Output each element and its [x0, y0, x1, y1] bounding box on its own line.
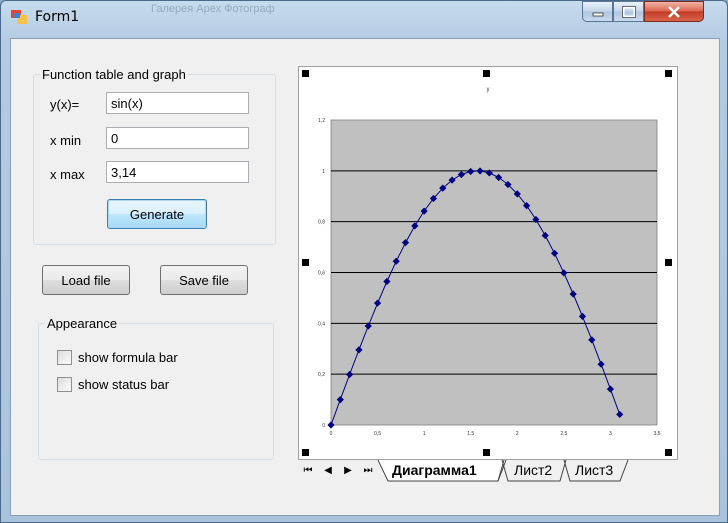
x-tick-label: 1: [423, 431, 426, 437]
generate-button[interactable]: Generate: [107, 199, 207, 229]
data-point: [560, 269, 568, 277]
y-tick-label: 1,2: [318, 118, 325, 124]
formula-bar-option[interactable]: show formula bar: [57, 350, 178, 365]
y-tick-label: 0,4: [318, 321, 325, 327]
x-tick-label: 2: [516, 431, 519, 437]
xmin-input[interactable]: [106, 127, 249, 149]
load-file-button[interactable]: Load file: [42, 265, 130, 295]
excel-chart-host[interactable]: y 0 0,2 0,4 0,6 0,8 1 1,2 0 0,5 1 1,5 2 2,5 3 3,5: [298, 66, 678, 480]
appearance-group: Appearance show formula bar show status …: [38, 316, 274, 460]
y-label: y(x)=: [50, 97, 80, 112]
x-tick-label: 3: [609, 431, 612, 437]
chart[interactable]: y 0 0,2 0,4 0,6 0,8 1 1,2 0 0,5 1 1,5 2 2,5 3 3,5: [299, 67, 677, 459]
app-icon: [11, 10, 27, 24]
resize-handle-middle-right[interactable]: [665, 259, 672, 266]
status-bar-label: show status bar: [78, 377, 170, 392]
x-tick-label: 0,5: [374, 431, 381, 437]
window-title: Form1: [35, 9, 80, 25]
data-point: [513, 190, 521, 198]
title-bar[interactable]: Form1 Галерея Арех Фотограф: [1, 1, 727, 31]
data-point: [616, 410, 624, 419]
status-bar-checkbox[interactable]: [57, 377, 72, 392]
data-point: [364, 322, 372, 330]
x-tick-label: 2,5: [560, 431, 567, 437]
data-point: [429, 194, 438, 203]
resize-handle-bottom-left[interactable]: [302, 449, 309, 456]
data-point: [476, 167, 484, 175]
data-point: [588, 336, 596, 344]
minimize-button[interactable]: [582, 1, 613, 22]
xmin-label: x min: [50, 133, 82, 148]
function-table-group: Function table and graph y(x)= x min x m…: [33, 67, 276, 245]
data-point: [597, 360, 605, 368]
x-tick-label: 0: [330, 431, 333, 437]
x-tick-label: 3,5: [654, 431, 661, 437]
data-point: [606, 385, 615, 393]
formula-bar-label: show formula bar: [78, 350, 178, 365]
resize-handle-bottom-right[interactable]: [665, 449, 672, 456]
resize-handle-top-right[interactable]: [665, 70, 672, 77]
series-line: [330, 170, 621, 426]
data-point: [327, 421, 335, 429]
maximize-icon: [621, 5, 636, 18]
data-point: [439, 184, 447, 192]
resize-handle-top-left[interactable]: [302, 70, 309, 77]
next-sheet-button[interactable]: ▶: [344, 464, 352, 476]
resize-handle-middle-left[interactable]: [302, 259, 309, 266]
sheet-tab-sheet3[interactable]: Лист3: [575, 462, 614, 478]
function-input[interactable]: [106, 92, 249, 114]
data-point: [467, 167, 475, 176]
data-point: [346, 370, 354, 379]
status-bar-option[interactable]: show status bar: [57, 377, 169, 392]
last-sheet-button[interactable]: ⏭: [363, 464, 373, 476]
y-tick-label: 0: [322, 423, 325, 429]
first-sheet-button[interactable]: ⏮: [303, 464, 313, 476]
resize-handle-top-center[interactable]: [483, 70, 490, 77]
x-tick-label: 1,5: [467, 431, 474, 437]
sheet-tab-shapes: [377, 460, 629, 482]
y-tick-label: 0,8: [318, 220, 325, 226]
data-point: [541, 231, 549, 240]
close-button[interactable]: [644, 1, 704, 22]
xmax-input[interactable]: [106, 161, 249, 183]
function-group-legend: Function table and graph: [40, 67, 188, 82]
save-file-button[interactable]: Save file: [160, 265, 248, 295]
minimize-icon: [592, 12, 603, 16]
appearance-group-legend: Appearance: [45, 316, 120, 331]
maximize-button[interactable]: [613, 1, 644, 22]
prev-sheet-button[interactable]: ◀: [324, 464, 332, 476]
xmax-label: x max: [50, 167, 85, 182]
y-tick-label: 0,2: [318, 372, 325, 378]
formula-bar-checkbox[interactable]: [57, 350, 72, 365]
sheet-tab-diagram1[interactable]: Диаграмма1: [392, 462, 477, 478]
chart-title: y: [487, 87, 490, 93]
sheet-tab-bar: ⏮ ◀ ▶ ⏭ Диаграмма1 Лист2 Лист3: [298, 459, 678, 482]
data-point: [504, 180, 512, 189]
y-tick-label: 0,6: [318, 271, 325, 277]
background-window-title: Галерея Арех Фотограф: [151, 3, 275, 15]
data-point: [550, 249, 559, 257]
data-point: [569, 290, 577, 298]
sheet-tab-sheet2[interactable]: Лист2: [514, 462, 553, 478]
form-client-area: Function table and graph y(x)= x min x m…: [10, 38, 720, 516]
resize-handle-bottom-center[interactable]: [483, 449, 490, 456]
y-tick-label: 1: [322, 169, 325, 175]
data-point: [401, 239, 410, 247]
close-icon: [668, 5, 680, 18]
